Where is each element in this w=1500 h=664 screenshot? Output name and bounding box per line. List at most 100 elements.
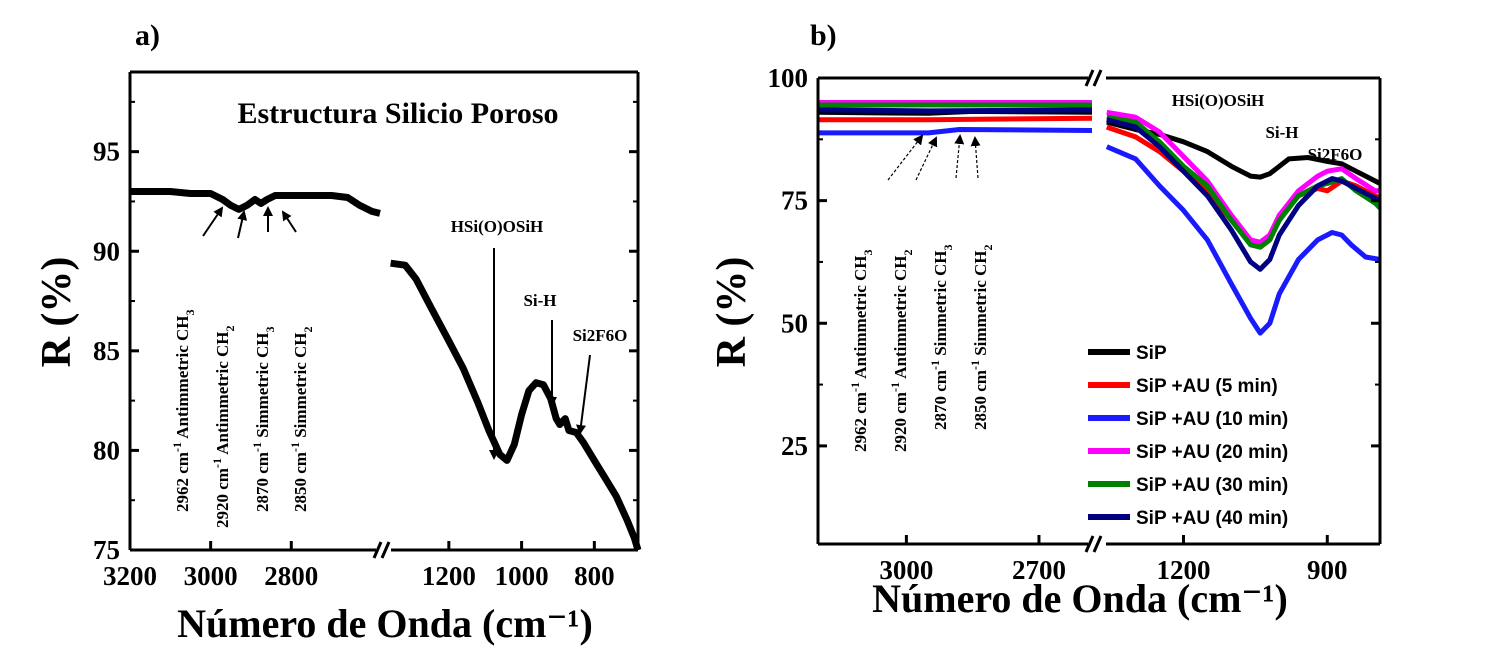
panel-b-series — [817, 100, 1382, 336]
assignment-value: 2870 cm — [931, 370, 950, 430]
assignment-3: 2850 cm-1 Simmetric CH2 — [968, 245, 995, 431]
panel-a-series — [130, 188, 642, 552]
assignment-2: 2870 cm-1 Simmetric CH3 — [928, 245, 955, 431]
annotation-si2f6o: Si2F6O — [1308, 145, 1363, 164]
annotation-hsiosih: HSi(O)OSiH — [451, 217, 544, 236]
legend-label-5: SiP +AU (40 min) — [1136, 508, 1288, 529]
assignment-0: 2962 cm-1 Antimmetric CH3 — [170, 310, 197, 513]
assignment-sub: 2 — [901, 250, 915, 256]
series-2-segment-left — [818, 127, 1093, 136]
assignment-value: 2850 cm — [291, 452, 310, 512]
assignment-sub: 2 — [301, 327, 315, 333]
series-2-segment-right — [1105, 144, 1381, 336]
panel-b-label: b) — [810, 19, 837, 52]
panel-b: b) 25 50 75 100 3000 2700 1200 900 R (%) Número… — [709, 19, 1382, 621]
legend-label-4: SiP +AU (30 min) — [1136, 475, 1288, 496]
y-tick-label: 95 — [93, 137, 120, 167]
panel-b-axes: 25 50 75 100 3000 2700 1200 900 — [768, 63, 1382, 585]
y-tick-label: 75 — [93, 535, 120, 565]
assignment-value: 2962 cm — [851, 392, 870, 452]
assignment-0: 2962 cm-1 Antimmetric CH3 — [848, 250, 875, 453]
assignment-sub: 2 — [981, 245, 995, 251]
series-0-segment-right — [1106, 119, 1382, 186]
assignment-sub: 3 — [263, 327, 277, 333]
y-tick-label: 25 — [781, 431, 808, 461]
assignment-arrow — [281, 210, 297, 233]
series-5-segment-right — [1106, 117, 1382, 272]
legend-label-3: SiP +AU (20 min) — [1136, 442, 1288, 463]
series-0-segment-right — [390, 259, 642, 552]
assignment-label: Simmetric CH — [253, 333, 272, 443]
assignment-label: Simmetric CH — [971, 251, 990, 361]
assignment-arrow — [202, 206, 224, 237]
y-tick-label: 100 — [768, 63, 809, 93]
assignment-value: 2870 cm — [253, 452, 272, 512]
assignment-3: 2850 cm-1 Simmetric CH2 — [288, 327, 315, 513]
x-tick-label: 800 — [574, 561, 615, 591]
assignment-value: 2850 cm — [971, 370, 990, 430]
legend-label-0: SiP — [1136, 343, 1167, 364]
assignment-label: Antimmetric CH — [851, 256, 870, 383]
y-tick-label: 80 — [93, 435, 120, 465]
assignment-value: 2920 cm — [213, 468, 232, 528]
x-tick-label: 3000 — [879, 555, 933, 585]
assignment-exp: -1 — [288, 442, 302, 452]
assignment-label: Simmetric CH — [291, 333, 310, 443]
y-tick-label: 85 — [93, 336, 120, 366]
x-tick-label: 2700 — [1012, 555, 1066, 585]
annotation-si2f6o: Si2F6O — [573, 326, 628, 345]
assignment-sub: 2 — [223, 326, 237, 332]
axis-break-mark — [372, 541, 383, 559]
assignment-arrow — [237, 210, 248, 239]
y-tick-label: 50 — [781, 308, 808, 338]
series-0-segment-left — [130, 188, 381, 217]
annotation-sih: Si-H — [523, 291, 556, 310]
annotation-sih: Si-H — [1265, 123, 1298, 142]
panel-b-legend: SiP SiP +AU (5 min) SiP +AU (10 min) SiP +A… — [1088, 343, 1288, 529]
panel-a-title: Estructura Silicio Poroso — [237, 97, 558, 130]
assignment-sub: 3 — [861, 250, 875, 256]
panel-a-ylabel: R (%) — [34, 257, 80, 368]
x-tick-label: 1200 — [422, 561, 476, 591]
assignment-arrow — [954, 134, 965, 179]
assignment-label: Antimmetric CH — [173, 316, 192, 443]
assignment-arrow — [887, 134, 924, 181]
assignment-label: Antimmetric CH — [891, 256, 910, 383]
assignment-exp: -1 — [170, 442, 184, 452]
assignment-value: 2962 cm — [173, 452, 192, 512]
assignment-arrow — [970, 136, 981, 179]
assignment-arrow — [915, 136, 938, 181]
axis-break-mark-top — [1084, 69, 1095, 87]
x-tick-label: 1200 — [1156, 555, 1210, 585]
assignment-2: 2870 cm-1 Simmetric CH3 — [250, 327, 277, 513]
axis-break-mark — [380, 541, 391, 559]
panel-a-xlabel: Número de Onda (cm⁻¹) — [177, 601, 593, 646]
annotation-arrow — [576, 354, 591, 435]
assignment-1: 2920 cm-1 Antimmetric CH2 — [888, 250, 915, 453]
assignment-value: 2920 cm — [891, 392, 910, 452]
assignment-exp: -1 — [968, 360, 982, 370]
y-tick-label: 90 — [93, 236, 120, 266]
assignment-exp: -1 — [250, 442, 264, 452]
legend-label-1: SiP +AU (5 min) — [1136, 376, 1278, 397]
x-tick-label: 2800 — [264, 561, 318, 591]
x-tick-label: 1000 — [495, 561, 549, 591]
panel-a-label: a) — [135, 19, 160, 52]
axis-break-mark — [1084, 535, 1095, 553]
panel-b-xlabel: Número de Onda (cm⁻¹) — [872, 576, 1288, 621]
assignment-exp: -1 — [928, 360, 942, 370]
assignment-exp: -1 — [848, 382, 862, 392]
assignment-exp: -1 — [888, 382, 902, 392]
x-tick-label: 3200 — [103, 561, 157, 591]
series-5-segment-left — [817, 107, 1093, 114]
y-tick-label: 75 — [781, 186, 808, 216]
panel-b-ylabel: R (%) — [709, 257, 755, 368]
assignment-sub: 3 — [941, 245, 955, 251]
x-tick-label: 3000 — [184, 561, 238, 591]
axis-break-mark-top — [1092, 69, 1103, 87]
x-tick-label: 900 — [1307, 555, 1348, 585]
legend-label-2: SiP +AU (10 min) — [1136, 409, 1288, 430]
assignment-sub: 3 — [183, 310, 197, 316]
